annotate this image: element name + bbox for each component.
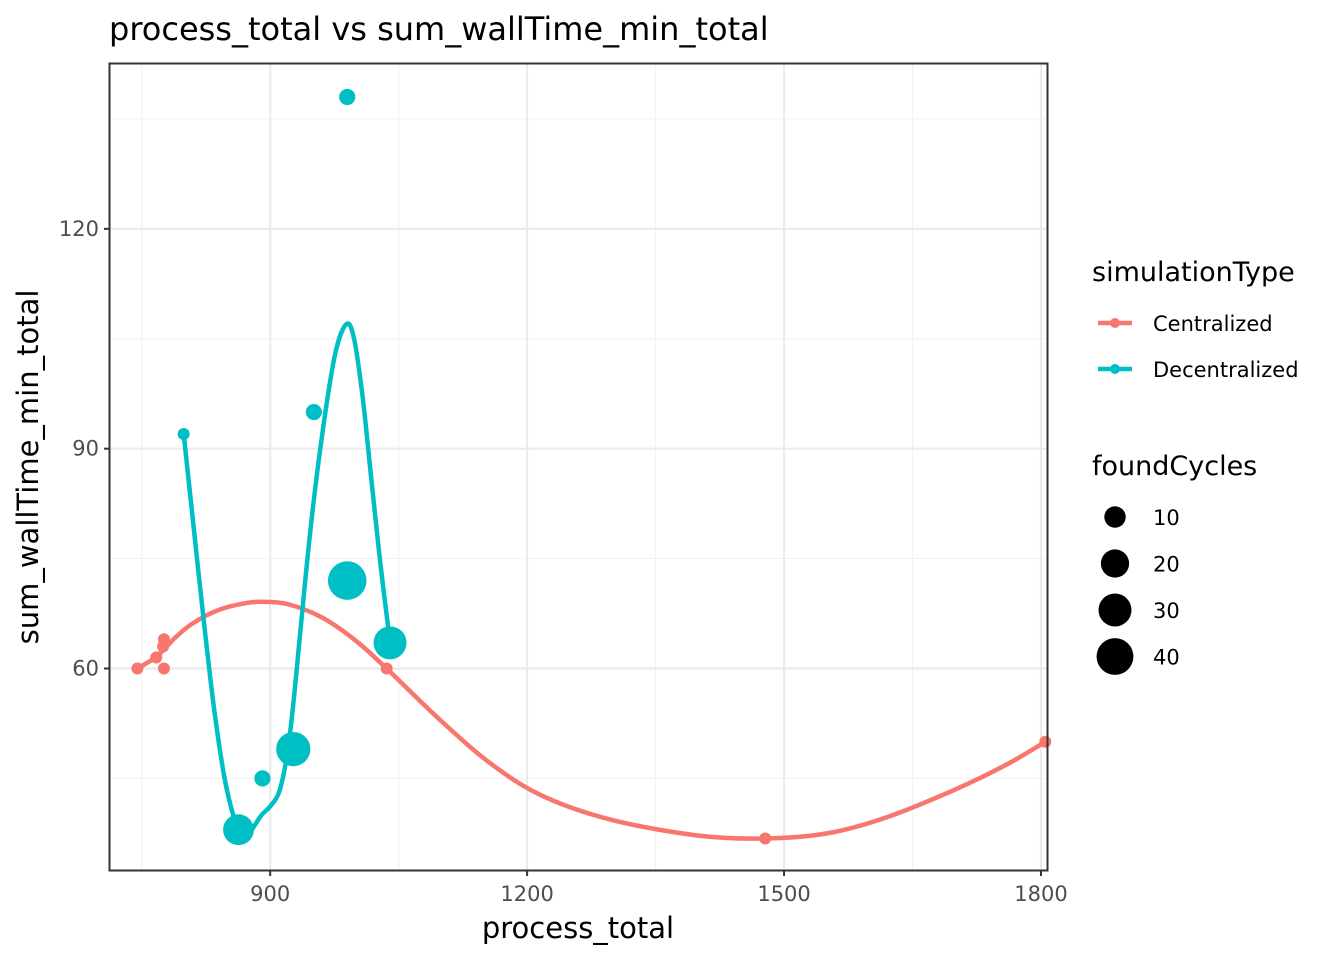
data-point-decentralized: [339, 88, 356, 106]
legend-size-circle: [1104, 506, 1126, 528]
x-tick-label: 1500: [757, 882, 810, 906]
legend: simulationType CentralizedDecentralized …: [1092, 257, 1299, 675]
data-point-centralized: [131, 662, 144, 675]
legend-key-point: [1110, 364, 1120, 374]
x-tick-label: 1200: [500, 882, 553, 906]
data-point-centralized: [157, 662, 170, 675]
legend-size-circle: [1100, 549, 1130, 578]
data-point-centralized: [380, 662, 393, 675]
legend-label: 30: [1153, 599, 1180, 623]
size-legend-entries: 10 20 30 40: [1096, 506, 1180, 675]
plot-panel-border: [108, 62, 1049, 872]
chart-title: process_total vs sum_wallTime_min_total: [109, 10, 769, 48]
legend-size-circle: [1096, 638, 1134, 675]
color-legend-entries: Centralized Decentralized: [1098, 312, 1299, 382]
plot-series: [131, 88, 1052, 846]
legend-key-point: [1110, 318, 1120, 328]
legend-size-circle: [1098, 593, 1132, 627]
data-point-centralized: [150, 651, 163, 664]
color-legend-title: simulationType: [1092, 257, 1295, 288]
y-tick-label: 60: [72, 657, 99, 681]
data-point-centralized: [157, 633, 170, 646]
data-point-decentralized: [254, 770, 271, 787]
legend-label: 10: [1153, 506, 1180, 530]
y-axis: 60 90 120: [59, 217, 110, 681]
data-point-centralized: [1039, 735, 1052, 748]
data-point-decentralized: [223, 814, 254, 846]
y-axis-title: sum_wallTime_min_total: [11, 290, 45, 645]
data-point-decentralized: [327, 561, 367, 600]
grid: [110, 64, 1047, 870]
smooth-line-centralized: [135, 599, 1048, 841]
x-axis: 900 1200 1500 1800: [250, 870, 1068, 906]
data-point-decentralized: [373, 626, 407, 660]
data-point-centralized: [759, 832, 772, 845]
legend-label: 20: [1153, 553, 1180, 577]
x-tick-label: 1800: [1014, 882, 1067, 906]
data-point-decentralized: [276, 731, 311, 767]
legend-label: 40: [1153, 646, 1180, 670]
smooth-line-decentralized: [181, 321, 393, 838]
x-tick-label: 900: [250, 882, 290, 906]
y-tick-label: 90: [72, 437, 99, 461]
y-tick-label: 120: [59, 217, 99, 241]
data-point-decentralized: [305, 403, 322, 421]
size-legend-title: foundCycles: [1092, 451, 1257, 482]
x-axis-title: process_total: [482, 911, 674, 945]
legend-label: Centralized: [1153, 312, 1273, 336]
data-point-decentralized: [177, 428, 190, 441]
legend-label: Decentralized: [1153, 358, 1299, 382]
